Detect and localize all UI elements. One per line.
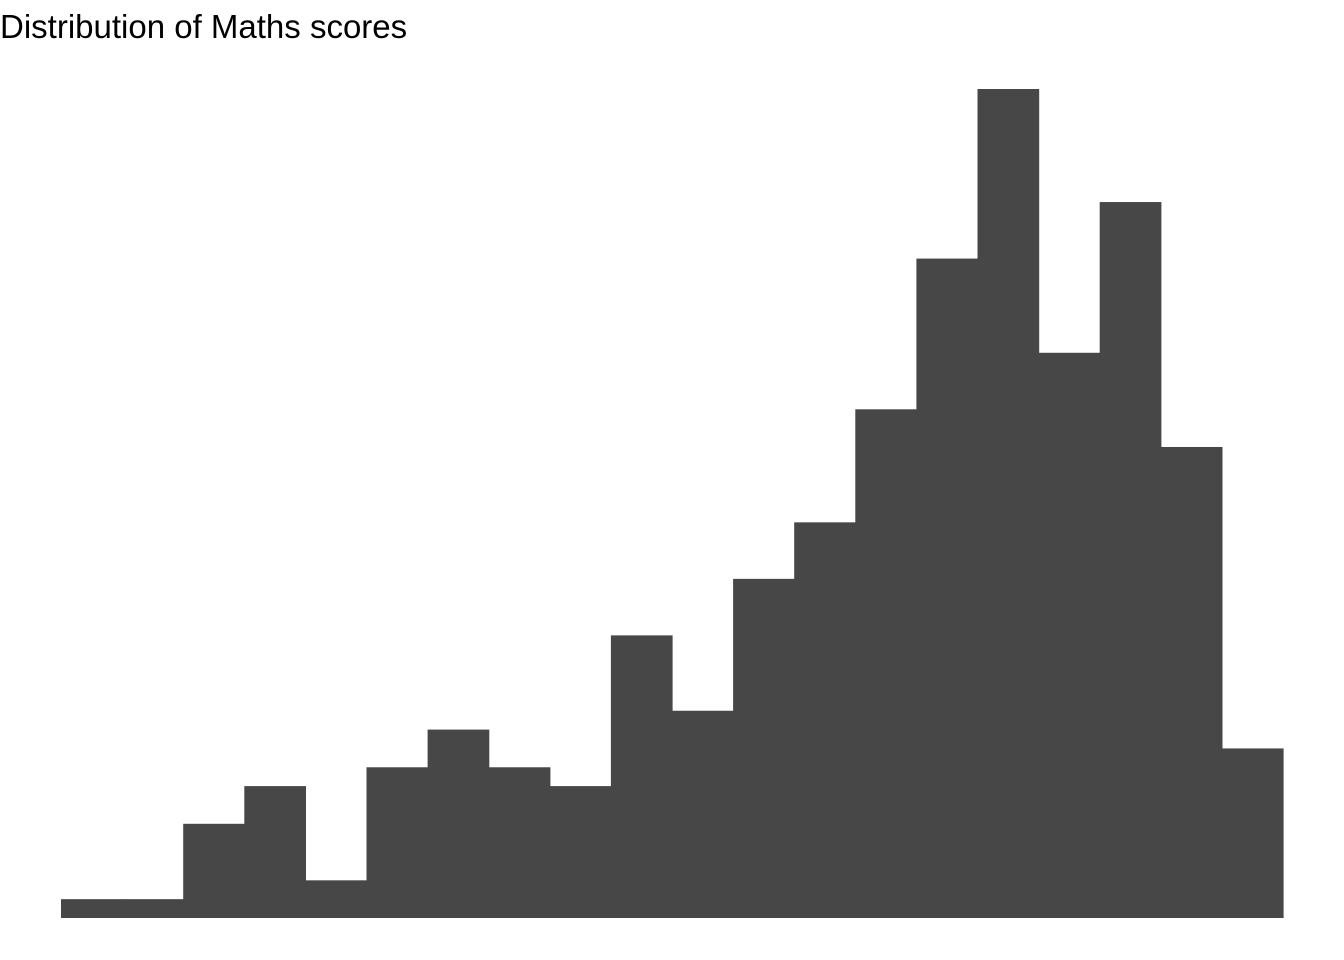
histogram-bar — [855, 409, 917, 918]
histogram-bar — [122, 899, 184, 918]
histogram-bar — [794, 522, 856, 918]
histogram-bar — [61, 899, 123, 918]
histogram-bar — [610, 635, 673, 918]
histogram-bar — [1160, 446, 1223, 918]
histogram-bar — [916, 258, 979, 918]
histogram-bar — [244, 786, 306, 918]
histogram-bar — [1099, 202, 1162, 919]
histogram-bar — [1038, 352, 1101, 918]
histogram-bar — [366, 767, 429, 918]
histogram-bar — [183, 823, 245, 918]
histogram-bar — [977, 89, 1040, 918]
histogram-bar — [1221, 748, 1284, 918]
histogram-bar — [488, 767, 551, 918]
chart-title: Distribution of Maths scores — [0, 8, 408, 45]
histogram-bar — [672, 710, 734, 918]
histogram-bar — [549, 786, 612, 918]
histogram-bar — [427, 729, 490, 918]
histogram-bar — [733, 578, 795, 918]
histogram-bar — [305, 880, 368, 918]
